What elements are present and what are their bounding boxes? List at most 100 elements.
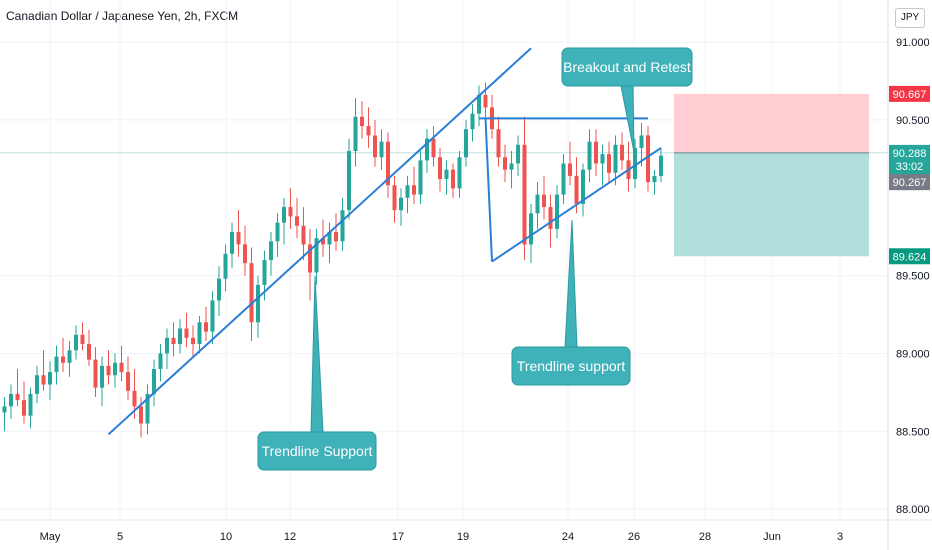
grid <box>0 0 888 520</box>
candle-body <box>87 344 91 360</box>
currency-button[interactable]: JPY <box>895 8 925 28</box>
candle-body <box>379 141 384 158</box>
candle-body <box>418 160 423 195</box>
x-tick-label: 5 <box>117 531 123 543</box>
candle-body <box>451 169 455 189</box>
callout-label: Breakout and Retest <box>563 59 691 75</box>
callout-label: Trendline Support <box>262 443 373 459</box>
candle-body <box>522 144 527 245</box>
position-box <box>0 93 888 257</box>
target-price-tag <box>889 248 930 265</box>
x-tick-label: 10 <box>220 531 232 543</box>
candle-body <box>574 175 579 204</box>
candle-body <box>61 356 65 363</box>
candle-body <box>607 154 611 173</box>
candle-body <box>477 94 481 114</box>
candle-body <box>431 138 436 158</box>
previous-close-tag <box>889 174 930 191</box>
candle-body <box>496 129 501 158</box>
callout-pointer <box>564 219 578 348</box>
candle-body <box>464 129 468 158</box>
candle-body <box>373 135 377 158</box>
candle-body <box>197 322 202 345</box>
stop-loss-zone <box>674 93 869 153</box>
candle-body <box>340 210 345 242</box>
callout-label: Trendline support <box>517 358 626 374</box>
candle-body <box>594 141 598 164</box>
x-tick-label: May <box>40 531 61 543</box>
current-price-tag <box>889 144 930 175</box>
candle-body <box>548 207 553 229</box>
candle-body <box>516 144 520 164</box>
stop-price-tag-text: 90.667 <box>893 89 927 101</box>
candle-body <box>503 157 507 170</box>
chart-title: Canadian Dollar / Japanese Yen, 2h, FXCM <box>6 9 239 23</box>
callouts: Breakout and Retest Trendline Support Tren… <box>257 47 693 471</box>
candle-body <box>561 163 566 195</box>
candle-body <box>295 216 299 226</box>
candle-body <box>230 231 234 254</box>
candle-body <box>327 231 332 245</box>
candle-body <box>613 144 618 173</box>
candle-body <box>126 372 130 391</box>
candle-body <box>165 337 169 354</box>
x-tick-label: 19 <box>457 531 469 543</box>
x-tick-label: 28 <box>699 531 711 543</box>
candle-body <box>80 334 85 345</box>
candle-body <box>399 197 403 211</box>
candle-body <box>256 284 260 323</box>
callout-box <box>257 431 377 471</box>
candle-body <box>308 244 312 273</box>
x-tick-label: 12 <box>284 531 296 543</box>
trend-lines <box>107 47 662 436</box>
candle-body <box>152 368 156 394</box>
candle-body <box>35 375 39 394</box>
candle-body <box>171 337 176 345</box>
x-tick-label: 3 <box>837 531 843 543</box>
breakout-drop-line <box>484 118 493 262</box>
candle-body <box>405 185 410 198</box>
target-price-tag-text: 89.624 <box>893 251 927 263</box>
candle-body <box>22 400 26 416</box>
candle-body <box>412 185 416 195</box>
callout-breakout-retest: Breakout and Retest <box>561 47 693 153</box>
candle-body <box>470 113 475 130</box>
candle-body <box>542 194 546 208</box>
stop-price-tag <box>889 85 930 102</box>
candle-body <box>457 157 462 189</box>
x-tick-label: 24 <box>562 531 574 543</box>
candle-body <box>347 151 351 211</box>
candle-body <box>210 300 215 332</box>
candle-body <box>633 147 637 180</box>
callout-box <box>511 346 631 386</box>
previous-close-tag-text: 90.267 <box>893 177 927 189</box>
candle-body <box>444 169 449 180</box>
candle-body <box>139 406 143 424</box>
candle-body <box>41 375 46 385</box>
candle-body <box>93 359 98 388</box>
current-price-text: 90.288 <box>893 148 927 160</box>
candle-body <box>620 144 624 161</box>
y-tick-label: 88.500 <box>896 426 930 438</box>
candle-body <box>113 362 117 376</box>
candle-body <box>321 238 325 245</box>
y-tick-label: 89.500 <box>896 271 930 283</box>
candle-body <box>236 231 241 245</box>
candle-body <box>275 222 280 242</box>
candle-body <box>223 253 228 279</box>
callout-trendline-support-2: Trendline support <box>511 219 631 386</box>
candle-body <box>646 135 650 183</box>
callout-trendline-support: Trendline Support <box>257 275 377 471</box>
rising-trendline <box>107 47 532 436</box>
candle-body <box>366 126 371 136</box>
candle-body <box>438 157 442 180</box>
candle-body <box>243 244 247 264</box>
y-tick-label: 89.000 <box>896 348 930 360</box>
callout-box <box>561 47 693 87</box>
candle-body <box>652 175 657 183</box>
candle-body <box>600 154 605 164</box>
y-tick-label: 88.000 <box>896 504 930 516</box>
